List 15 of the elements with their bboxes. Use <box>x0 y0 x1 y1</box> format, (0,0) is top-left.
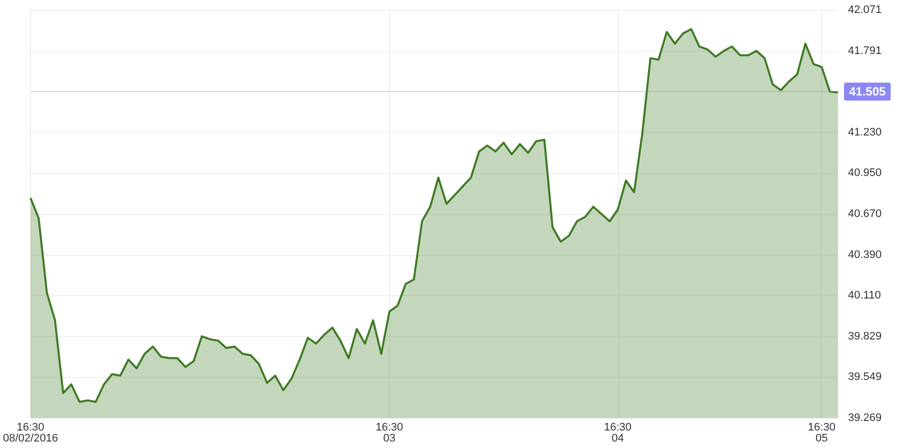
y-tick-label: 39.829 <box>848 330 882 342</box>
y-tick-label: 40.670 <box>848 208 882 220</box>
ref-line-label: 41.505 <box>849 84 886 99</box>
y-tick-label: 42.071 <box>848 4 882 16</box>
x-tick-label: 16:30 04 <box>604 422 632 444</box>
y-tick-label: 40.950 <box>848 167 882 180</box>
y-tick-label: 40.110 <box>848 290 881 302</box>
y-tick-label: 39.269 <box>848 412 882 424</box>
x-tick-label: 16:30 03 <box>376 422 404 444</box>
y-tick-label: 39.549 <box>848 371 882 384</box>
y-tick-label: 41.791 <box>848 44 882 57</box>
x-tick-label: 16:30 05 <box>808 422 836 444</box>
y-tick-label: 41.230 <box>848 126 882 138</box>
x-tick-label: 16:30 08/02/2016 <box>2 422 58 444</box>
y-tick-label: 40.390 <box>848 248 882 261</box>
